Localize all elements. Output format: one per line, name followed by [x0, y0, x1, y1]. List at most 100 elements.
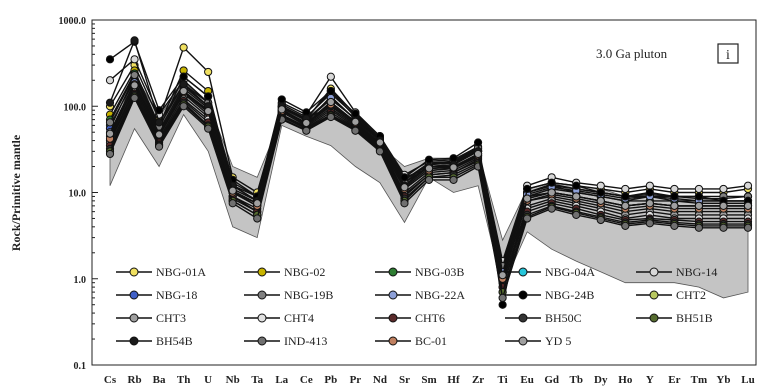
- data-point: [596, 196, 605, 205]
- data-point: [277, 95, 286, 104]
- data-point: [105, 76, 115, 85]
- data-point: [449, 175, 458, 184]
- data-point: [253, 214, 262, 223]
- data-point: [670, 192, 679, 201]
- data-point: [621, 192, 630, 201]
- data-point: [204, 106, 213, 116]
- data-point: [326, 112, 335, 122]
- y-tick-label: 1000.0: [59, 16, 87, 27]
- data-point: [105, 55, 115, 64]
- data-point: [424, 175, 434, 184]
- x-tick-label: Ho: [618, 374, 633, 386]
- legend-label: NBG-02: [284, 265, 325, 279]
- data-point: [523, 184, 532, 194]
- x-tick-label: Sm: [421, 374, 436, 386]
- data-point: [694, 201, 704, 210]
- annotation-text: 3.0 Ga pluton: [596, 46, 668, 61]
- legend-label: CHT2: [676, 288, 706, 302]
- data-point: [473, 138, 483, 147]
- x-tick-label: Rb: [128, 374, 142, 386]
- data-point: [154, 118, 164, 127]
- data-point: [326, 97, 335, 107]
- x-tick-label: Pb: [324, 374, 337, 386]
- data-point: [596, 188, 605, 197]
- legend-marker: [649, 313, 659, 323]
- data-point: [204, 92, 213, 101]
- data-point: [743, 181, 753, 190]
- x-tick-label: Sr: [399, 374, 410, 386]
- data-point: [253, 199, 262, 208]
- data-point: [228, 199, 237, 208]
- data-point: [130, 70, 139, 80]
- legend-label: CHT3: [156, 311, 186, 325]
- legend-item: CHT2: [636, 288, 706, 302]
- legend-marker: [649, 290, 659, 300]
- x-tick-label: Eu: [520, 374, 533, 386]
- data-point: [694, 223, 704, 232]
- legend-item: NBG-02: [244, 265, 325, 279]
- data-point: [498, 271, 507, 280]
- series-ind-413: [105, 93, 753, 302]
- x-tick-label: Pr: [350, 374, 362, 386]
- data-point: [154, 130, 164, 139]
- x-tick-label: Zr: [472, 374, 484, 386]
- x-tick-label: Hf: [447, 374, 460, 386]
- legend-label: NBG-24B: [545, 288, 594, 302]
- legend: NBG-01A NBG-02 NBG-03B NBG-04A NBG-14 NBG-18 N…: [116, 265, 717, 348]
- legend-item: CHT4: [244, 311, 314, 325]
- panel-label-box: [717, 43, 739, 64]
- data-point: [204, 67, 213, 77]
- y-axis-label: Rock/Primitive mantle: [9, 134, 23, 251]
- panel-label: i: [726, 48, 730, 63]
- x-tick-label: Er: [668, 374, 680, 386]
- legend-item: NBG-18: [116, 288, 197, 302]
- legend-item: NBG-01A: [116, 265, 206, 279]
- data-point: [400, 199, 409, 208]
- x-tick-label: Dy: [594, 374, 608, 386]
- legend-marker: [518, 336, 528, 346]
- legend-item: NBG-14: [636, 265, 717, 279]
- data-point: [277, 105, 286, 114]
- x-tick-label: Lu: [741, 374, 754, 386]
- legend-marker: [129, 336, 139, 346]
- y-tick-label: 1.0: [74, 275, 87, 286]
- data-point: [572, 181, 581, 190]
- legend-marker: [518, 313, 528, 323]
- data-point: [572, 192, 581, 201]
- data-point: [105, 149, 115, 159]
- data-point: [645, 219, 654, 228]
- data-point: [105, 118, 115, 127]
- legend-label: BC-01: [415, 334, 447, 348]
- legend-item: NBG-24B: [505, 288, 594, 302]
- data-point: [670, 184, 679, 194]
- data-point: [719, 184, 728, 194]
- legend-marker: [257, 290, 267, 300]
- legend-marker: [518, 290, 528, 300]
- data-point: [179, 43, 188, 52]
- legend-marker: [518, 267, 528, 277]
- legend-marker: [388, 336, 398, 346]
- data-point: [105, 129, 115, 138]
- data-point: [645, 181, 654, 190]
- data-point: [621, 221, 630, 230]
- data-point: [694, 184, 704, 194]
- legend-marker: [257, 267, 267, 277]
- data-point: [645, 188, 654, 197]
- data-point: [523, 214, 532, 223]
- data-point: [547, 204, 556, 213]
- data-point: [621, 201, 630, 210]
- legend-label: IND-413: [284, 334, 327, 348]
- legend-label: NBG-01A: [156, 265, 206, 279]
- legend-marker: [129, 313, 139, 323]
- x-tick-label: Th: [177, 374, 190, 386]
- data-point: [375, 138, 385, 147]
- x-tick-label: Tb: [569, 374, 582, 386]
- data-point: [719, 223, 728, 232]
- data-point: [326, 72, 335, 81]
- data-point: [694, 192, 704, 201]
- y-tick-label: 10.0: [69, 189, 87, 200]
- data-point: [572, 210, 581, 219]
- legend-item: NBG-19B: [244, 288, 333, 302]
- x-tick-label: Ti: [498, 374, 508, 386]
- legend-item: YD 5: [505, 334, 571, 348]
